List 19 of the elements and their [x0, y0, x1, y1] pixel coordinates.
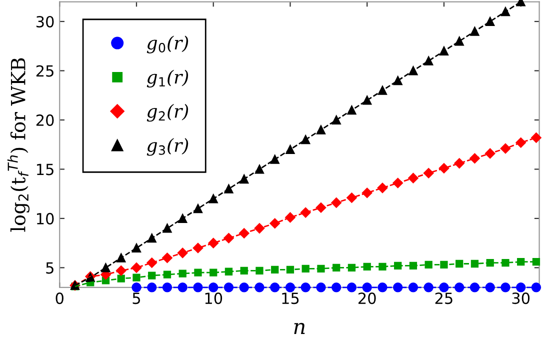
- legend-label: g$_{0}$(r): [146, 36, 188, 54]
- x-tick-label: 5: [132, 292, 140, 304]
- x-axis-title: n: [294, 322, 305, 334]
- legend-label: g$_{2}$(r): [146, 104, 188, 122]
- x-tick-label: 30: [512, 292, 530, 304]
- x-tick-label: 0: [56, 292, 64, 304]
- y-tick-label: 5: [46, 262, 54, 274]
- y-axis-title: log$_{2}$(t$_{f}$$^{Th}$) for WKB: [7, 58, 30, 232]
- y-tick-label: 30: [36, 16, 54, 28]
- y-tick-label: 15: [36, 164, 54, 176]
- x-tick-label: 15: [282, 292, 299, 304]
- x-tick-label: 25: [435, 292, 452, 304]
- y-tick-label: 25: [36, 65, 54, 77]
- x-tick-label: 20: [358, 292, 376, 304]
- y-tick-label: 20: [36, 114, 54, 126]
- y-tick-label: 10: [36, 212, 54, 224]
- x-tick-label: 10: [205, 292, 222, 304]
- legend-label: g$_{3}$(r): [146, 138, 188, 156]
- legend-label: g$_{1}$(r): [146, 70, 188, 88]
